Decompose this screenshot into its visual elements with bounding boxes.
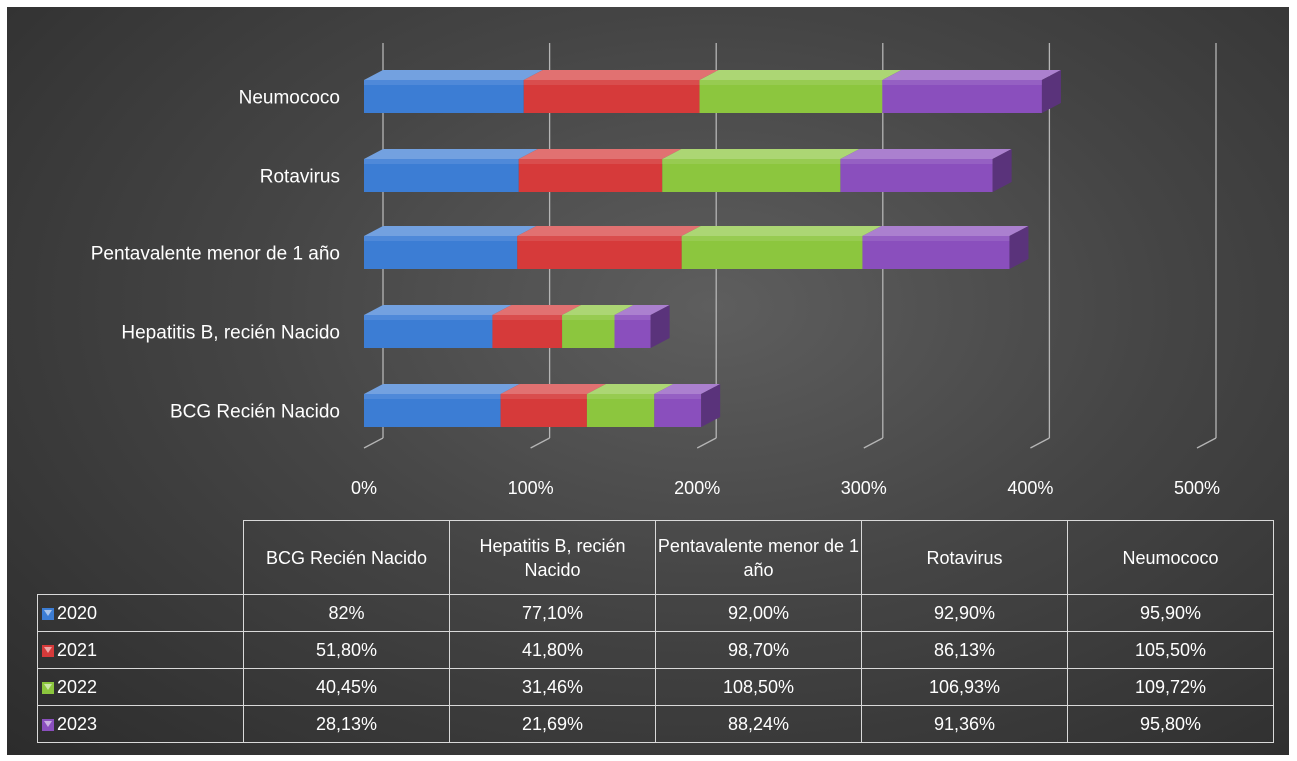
bar-chart: BCG Recién Nacido Hepatitis B, recién Nac… <box>91 43 1220 498</box>
gridline-floor <box>1196 437 1217 449</box>
table-cell: 88,24% <box>655 705 862 743</box>
bar-end-face <box>650 305 670 348</box>
bar-2022 <box>562 305 634 348</box>
legend-label: 2023 <box>57 713 98 734</box>
table-header-row: BCG Recién Nacido Hepatitis B, recién Na… <box>37 520 1274 595</box>
bar-2022 <box>662 149 860 192</box>
bar-2023 <box>654 384 721 427</box>
bar-2020 <box>364 305 512 348</box>
bar-2021 <box>518 149 682 192</box>
bar-2023 <box>614 305 670 348</box>
table-cell: 92,90% <box>861 594 1068 632</box>
table-header: Hepatitis B, recién Nacido <box>449 520 656 595</box>
legend-swatch-icon <box>42 607 54 620</box>
bar-2020 <box>364 226 537 269</box>
legend-swatch-icon <box>42 718 54 731</box>
table-cell: 95,80% <box>1067 705 1274 743</box>
legend-swatch-icon <box>42 681 54 694</box>
table-row: 2021 51,80% 41,80% 98,70% 86,13% 105,50% <box>37 631 1274 669</box>
bar-end-face <box>1041 70 1061 113</box>
table-cell: 91,36% <box>861 705 1068 743</box>
table-cell: 21,69% <box>449 705 656 743</box>
table-cell: 86,13% <box>861 631 1068 669</box>
table-row: 2023 28,13% 21,69% 88,24% 91,36% 95,80% <box>37 705 1274 743</box>
bar-2023 <box>840 149 1012 192</box>
table-cell: 31,46% <box>449 668 656 706</box>
x-tick-label: 500% <box>1174 478 1220 498</box>
legend-swatch-icon <box>42 644 54 657</box>
bar-2020 <box>364 384 520 427</box>
gridline-floor <box>530 437 550 449</box>
bar-2020 <box>364 149 538 192</box>
gridline-floor <box>863 437 884 449</box>
category-labels: BCG Recién Nacido Hepatitis B, recién Nac… <box>91 88 340 423</box>
bar-2022 <box>681 226 882 269</box>
gridline-floor <box>696 437 717 449</box>
bar-end-face <box>1009 226 1029 269</box>
legend-entry: 2021 <box>37 631 244 669</box>
x-tick-label: 400% <box>1007 478 1053 498</box>
table-header: Rotavirus <box>861 520 1068 595</box>
table-cell: 95,90% <box>1067 594 1274 632</box>
table-row: 2022 40,45% 31,46% 108,50% 106,93% 109,7… <box>37 668 1274 706</box>
gridline-floor <box>363 437 384 449</box>
bar-2021 <box>500 384 606 427</box>
table-cell: 51,80% <box>243 631 450 669</box>
x-tick-label: 0% <box>351 478 377 498</box>
category-label: Neumococo <box>239 88 340 109</box>
table-header: Pentavalente menor de 1 año <box>655 520 862 595</box>
category-label: Hepatitis B, recién Nacido <box>121 323 340 344</box>
category-label: Rotavirus <box>260 167 340 188</box>
table-cell: 82% <box>243 594 450 632</box>
x-tick-label: 300% <box>841 478 887 498</box>
table-cell: 98,70% <box>655 631 862 669</box>
table-row: 2020 82% 77,10% 92,00% 92,90% 95,90% <box>37 594 1274 632</box>
bars <box>364 70 1061 427</box>
x-axis-ticks: 0% 100% 200% 300% 400% 500% <box>351 478 1220 498</box>
x-tick-label: 200% <box>674 478 720 498</box>
table-header: BCG Recién Nacido <box>243 520 450 595</box>
table-cell: 77,10% <box>449 594 656 632</box>
legend-label: 2022 <box>57 676 98 697</box>
bar-2023 <box>882 70 1061 113</box>
table-cell: 106,93% <box>861 668 1068 706</box>
table-cell: 40,45% <box>243 668 450 706</box>
legend-label: 2020 <box>57 602 98 623</box>
bar-2020 <box>364 70 543 113</box>
table-cell: 92,00% <box>655 594 862 632</box>
table-header: Neumococo <box>1067 520 1274 595</box>
bar-end-face <box>701 384 721 427</box>
bar-2022 <box>586 384 674 427</box>
table-cell: 109,72% <box>1067 668 1274 706</box>
table-corner <box>37 520 244 595</box>
data-table: BCG Recién Nacido Hepatitis B, recién Na… <box>37 520 1274 743</box>
bar-2023 <box>862 226 1029 269</box>
category-label: BCG Recién Nacido <box>170 402 340 423</box>
legend-entry: 2022 <box>37 668 244 706</box>
bar-end-face <box>992 149 1012 192</box>
bar-2021 <box>517 226 701 269</box>
gridline-floor <box>1030 437 1050 449</box>
table-cell: 105,50% <box>1067 631 1274 669</box>
x-tick-label: 100% <box>508 478 554 498</box>
table-cell: 108,50% <box>655 668 862 706</box>
legend-label: 2021 <box>57 639 98 660</box>
chart-area: BCG Recién Nacido Hepatitis B, recién Nac… <box>7 7 1289 755</box>
bar-2022 <box>699 70 902 113</box>
bar-2021 <box>523 70 719 113</box>
legend-entry: 2020 <box>37 594 244 632</box>
bar-2021 <box>492 305 582 348</box>
category-label: Pentavalente menor de 1 año <box>91 244 340 265</box>
table-cell: 41,80% <box>449 631 656 669</box>
legend-entry: 2023 <box>37 705 244 743</box>
table-cell: 28,13% <box>243 705 450 743</box>
